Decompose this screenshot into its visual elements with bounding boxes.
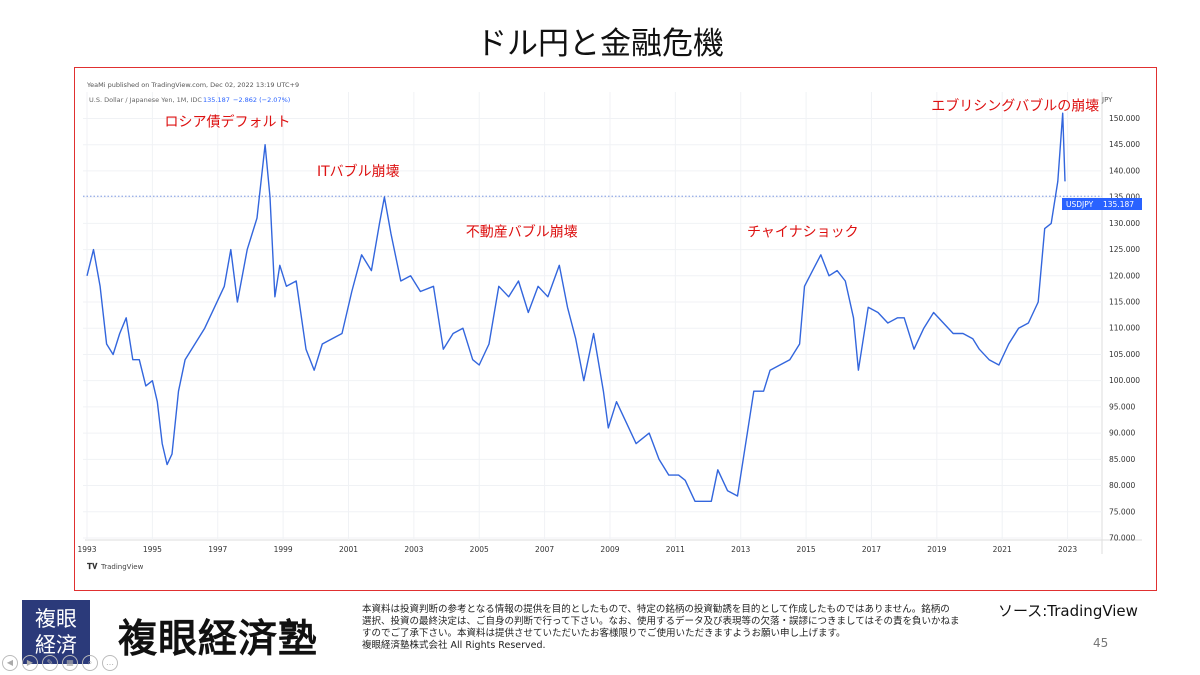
tradingview-watermark: TradingView [100,563,144,571]
annotation-label: チャイナショック [747,224,859,240]
publish-line: YeaMi published on TradingView.com, Dec … [86,81,299,89]
chart-grid: 70.000 75.000 80.000 85.000 90.000 95.000 100.… [77,92,1142,554]
ticker-badge [1062,198,1142,210]
logo-box-line2: 経済 [35,633,77,657]
x-tick-label: 2017 [862,545,881,554]
x-tick-label: 2011 [666,545,685,554]
slide-title: ドル円と金融危機 [476,26,724,62]
logo-text: 複眼経済塾 [118,616,319,662]
x-tick-label: 2015 [797,545,816,554]
x-tick-label: 2013 [731,545,750,554]
x-tick-label: 2019 [927,545,946,554]
price-value: 135.187 [203,96,230,104]
y-tick-label: 95.000 [1109,402,1135,411]
y-tick-label: 115.000 [1109,298,1140,307]
y-tick-label: 145.000 [1109,140,1140,149]
y-tick-label: 85.000 [1109,455,1135,464]
symbol-line: U.S. Dollar / Japanese Yen, 1M, IDC [89,96,202,104]
y-tick-label: 75.000 [1109,507,1135,516]
prev-slide-icon[interactable]: ◀ [2,655,18,671]
zoom-icon[interactable]: ⌕ [82,655,98,671]
x-tick-label: 2005 [470,545,489,554]
source-label: ソース:TradingView [998,602,1138,620]
usdjpy-chart: 70.000 75.000 80.000 85.000 90.000 95.000 100.… [77,81,1142,571]
logo-box-line1: 複眼 [35,607,77,631]
y-tick-label: 135.000 [1109,193,1140,202]
slideshow-nav[interactable]: ◀ ▶ ✎ ▦ ⌕ … [2,655,118,671]
y-tick-label: 70.000 [1109,534,1135,543]
page-number: 45 [1093,636,1109,650]
disclaimer-line-1: 本資料は投資判断の参考となる情報の提供を目的としたもので、特定の銘柄の投資勧誘を… [362,604,950,615]
y-tick-label: 80.000 [1109,481,1135,490]
x-tick-label: 2001 [339,545,358,554]
x-tick-label: 2003 [404,545,423,554]
annotation-label: 不動産バブル崩壊 [466,223,578,240]
series-line [86,112,1066,502]
x-tick-label: 2007 [535,545,554,554]
ticker-name: USDJPY [1066,200,1094,209]
annotation-label: ロシア債デフォルト [165,113,291,130]
y-tick-label: 150.000 [1109,114,1140,123]
annotation-label: エブリシングバブルの崩壊 [931,98,1099,115]
x-tick-label: 1997 [208,545,227,554]
disclaimer-line-2: 選択、投資の最終決定は、ご自身の判断で行って下さい。なお、使用するデータ及び表現… [362,616,960,627]
more-options-icon[interactable]: … [102,655,118,671]
next-slide-icon[interactable]: ▶ [22,655,38,671]
y-tick-label: 110.000 [1109,324,1140,333]
logo-box: 複眼 経済 [22,600,90,664]
x-tick-label: 1995 [143,545,162,554]
y-tick-label: 125.000 [1109,245,1140,254]
view-all-icon[interactable]: ▦ [62,655,78,671]
x-tick-label: 2023 [1058,545,1077,554]
currency-label: JPY [1101,96,1113,104]
x-tick-label: 1999 [274,545,293,554]
disclaimer: 本資料は投資判断の参考となる情報の提供を目的としたもので、特定の銘柄の投資勧誘を… [362,604,962,652]
y-tick-label: 105.000 [1109,350,1140,359]
chart-frame: 70.000 75.000 80.000 85.000 90.000 95.000 100.… [74,67,1157,591]
x-tick-label: 2021 [993,545,1012,554]
tradingview-watermark-icon: 𝐓𝐕 [87,562,98,571]
x-tick-label: 1993 [77,545,96,554]
y-tick-label: 140.000 [1109,166,1140,175]
y-tick-label: 120.000 [1109,271,1140,280]
pen-icon[interactable]: ✎ [42,655,58,671]
x-tick-label: 2009 [600,545,619,554]
y-tick-label: 130.000 [1109,219,1140,228]
y-tick-label: 100.000 [1109,376,1140,385]
price-change: −2.862 (−2.07%) [233,96,290,104]
y-tick-label: 90.000 [1109,429,1135,438]
disclaimer-line-3: すのでご了承下さい。本資料は提供させていただいたお客様限りでご使用いただきますよ… [362,628,846,639]
annotation-label: ITバブル崩壊 [317,163,400,180]
ticker-value: 135.187 [1103,200,1134,209]
disclaimer-line-4: 複眼経済塾株式会社 All Rights Reserved. [362,640,546,651]
